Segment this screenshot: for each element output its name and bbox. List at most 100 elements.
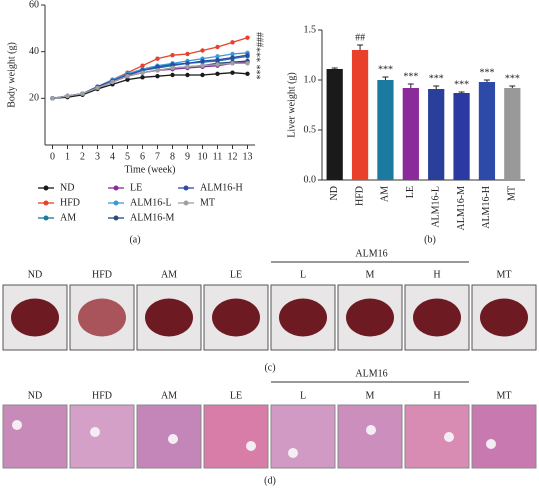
series-point	[230, 51, 235, 57]
photo-label: LE	[230, 269, 242, 280]
legend-label: MT	[200, 197, 215, 208]
photo-label: HFD	[92, 269, 112, 280]
photo-label: H	[433, 390, 440, 401]
x-tick-label: 9	[185, 151, 190, 162]
photo-label: M	[366, 269, 375, 280]
series-point	[170, 72, 175, 78]
liver-photo	[279, 298, 327, 337]
panel-caption: (b)	[424, 234, 436, 245]
photo-label: MT	[497, 390, 512, 401]
bar	[453, 93, 470, 180]
series-point	[245, 71, 250, 77]
x-tick-label: 7	[155, 151, 160, 162]
legend-marker	[113, 200, 119, 206]
series-point	[185, 72, 190, 78]
y-tick-label: 0.5	[304, 124, 317, 135]
series-point	[155, 68, 160, 73]
legend-marker	[183, 200, 189, 206]
x-tick-label: 1	[65, 151, 70, 162]
histology-photo	[69, 404, 135, 469]
y-tick-label: 20	[29, 93, 39, 104]
photo-label: L	[300, 269, 306, 280]
histology-vessel	[246, 441, 256, 451]
series-point	[230, 61, 235, 66]
series-point	[140, 63, 145, 68]
legend-marker	[43, 215, 49, 221]
series-line	[52, 72, 248, 99]
photo-label: MT	[497, 269, 512, 280]
bar	[377, 80, 394, 180]
histology-vessel	[366, 425, 376, 435]
bar	[351, 50, 369, 180]
significance-label: ##	[355, 32, 365, 43]
series-point	[155, 73, 160, 79]
x-tick-label: LE	[405, 186, 416, 198]
legend-label: ALM16-H	[200, 182, 243, 193]
group-label: ALM16	[355, 248, 387, 259]
series-point	[140, 70, 145, 75]
series-point	[155, 64, 160, 70]
group-label: ALM16	[355, 368, 387, 379]
bar	[402, 88, 419, 180]
series-point	[230, 70, 235, 75]
legend-label: ALM16-M	[130, 212, 175, 223]
y-tick-label: 1.5	[304, 24, 317, 35]
series-point	[200, 48, 205, 53]
x-tick-label: 12	[228, 151, 238, 162]
liver-photo	[480, 298, 528, 337]
liver-photo	[78, 298, 126, 337]
series-point	[125, 77, 130, 82]
liver-photo	[212, 298, 260, 337]
x-tick-label: ALM16-H	[481, 186, 492, 229]
series-point	[65, 93, 70, 99]
x-tick-label: ALM16-M	[456, 186, 467, 231]
legend-marker	[43, 185, 49, 191]
histology-photo	[337, 404, 403, 469]
photo-label: H	[433, 269, 440, 280]
significance-label: ***	[505, 73, 520, 84]
photo-label: ND	[28, 390, 42, 401]
photo-label: LE	[230, 390, 242, 401]
histology-vessel	[444, 432, 454, 442]
series-point	[80, 91, 85, 96]
x-axis-title: Time (week)	[124, 164, 175, 175]
panel-caption: (d)	[264, 475, 276, 486]
series-point	[155, 56, 160, 61]
series-point	[185, 51, 190, 57]
photo-label: AM	[161, 390, 177, 401]
bar	[326, 69, 343, 180]
bar	[504, 88, 521, 180]
x-tick-label: HFD	[354, 186, 365, 206]
histology-vessel	[90, 427, 100, 437]
series-point	[230, 40, 235, 45]
series-point	[110, 79, 115, 85]
liver-photo	[413, 298, 461, 337]
x-tick-label: ALM16-L	[430, 186, 441, 228]
x-tick-label: MT	[507, 186, 518, 201]
series-point	[95, 85, 100, 91]
histology-vessel	[288, 448, 298, 458]
series-point	[200, 72, 205, 78]
bar	[428, 89, 445, 180]
x-tick-label: 10	[198, 151, 208, 162]
y-tick-label: 1.0	[304, 74, 317, 85]
series-line	[52, 62, 248, 99]
legend-marker	[113, 185, 119, 191]
series-point	[170, 62, 175, 67]
series-point	[170, 52, 175, 58]
significance-label: ***	[378, 64, 393, 75]
series-point	[185, 61, 190, 66]
histology-photo	[471, 404, 537, 469]
series-point	[215, 44, 220, 50]
series-point	[200, 58, 205, 64]
histology-photo	[270, 404, 336, 469]
x-tick-label: 8	[170, 151, 175, 162]
series-point	[215, 54, 220, 59]
panel-caption: (a)	[129, 234, 140, 245]
significance-label: ***	[454, 79, 469, 90]
histology-vessel	[486, 439, 496, 449]
photo-label: L	[300, 390, 306, 401]
photo-label: HFD	[92, 390, 112, 401]
liver-photo	[145, 298, 193, 337]
legend-label: LE	[130, 182, 142, 193]
